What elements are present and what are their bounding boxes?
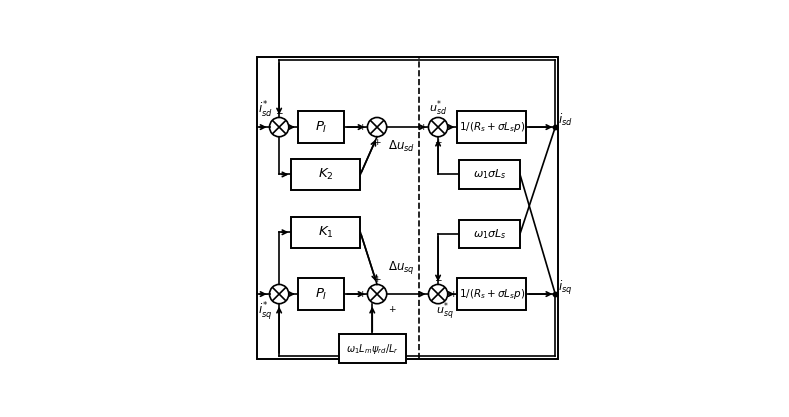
Text: −: − [275,108,283,118]
Text: $\Delta u_{sq}$: $\Delta u_{sq}$ [388,259,415,276]
Text: $P_I$: $P_I$ [315,286,327,301]
Text: $u_{sq}^{*}$: $u_{sq}^{*}$ [436,301,454,323]
Text: $i_{sq}^{*}$: $i_{sq}^{*}$ [258,300,272,322]
Text: $\omega_1\sigma L_s$: $\omega_1\sigma L_s$ [473,227,507,241]
Bar [458,278,526,310]
Bar [297,278,344,310]
Text: +: + [419,123,426,132]
Text: +: + [434,138,442,147]
Text: $K_2$: $K_2$ [318,167,334,182]
Text: $K_1$: $K_1$ [318,225,334,240]
Text: $\Delta u_{sd}$: $\Delta u_{sd}$ [388,138,415,153]
Text: $i_{sd}$: $i_{sd}$ [558,112,573,128]
Text: $\omega_1\sigma L_s$: $\omega_1\sigma L_s$ [473,167,507,181]
Text: +: + [449,289,456,299]
Bar [459,220,520,249]
Text: −: − [434,275,442,284]
Text: +: + [358,123,365,132]
Text: +: + [373,138,381,147]
Text: $u_{sd}^{*}$: $u_{sd}^{*}$ [429,98,447,118]
Bar [459,160,520,189]
Text: $1/(R_s+\sigma L_s p)$: $1/(R_s+\sigma L_s p)$ [458,120,525,134]
Bar [338,334,406,363]
Text: +: + [358,289,365,299]
Text: $\omega_1 L_m \psi_{rd}/L_r$: $\omega_1 L_m \psi_{rd}/L_r$ [346,342,398,356]
Text: $P_I$: $P_I$ [315,120,327,135]
Text: +: + [373,275,381,284]
Text: $i_{sq}$: $i_{sq}$ [558,279,572,297]
Bar [291,159,361,190]
Text: $i_{sd}^{*}$: $i_{sd}^{*}$ [258,100,272,121]
Text: $1/(R_s+\sigma L_s p)$: $1/(R_s+\sigma L_s p)$ [458,287,525,301]
Text: −: − [260,289,267,299]
Bar [297,111,344,143]
Text: +: + [387,305,395,314]
Bar [458,111,526,143]
Bar [291,217,361,248]
